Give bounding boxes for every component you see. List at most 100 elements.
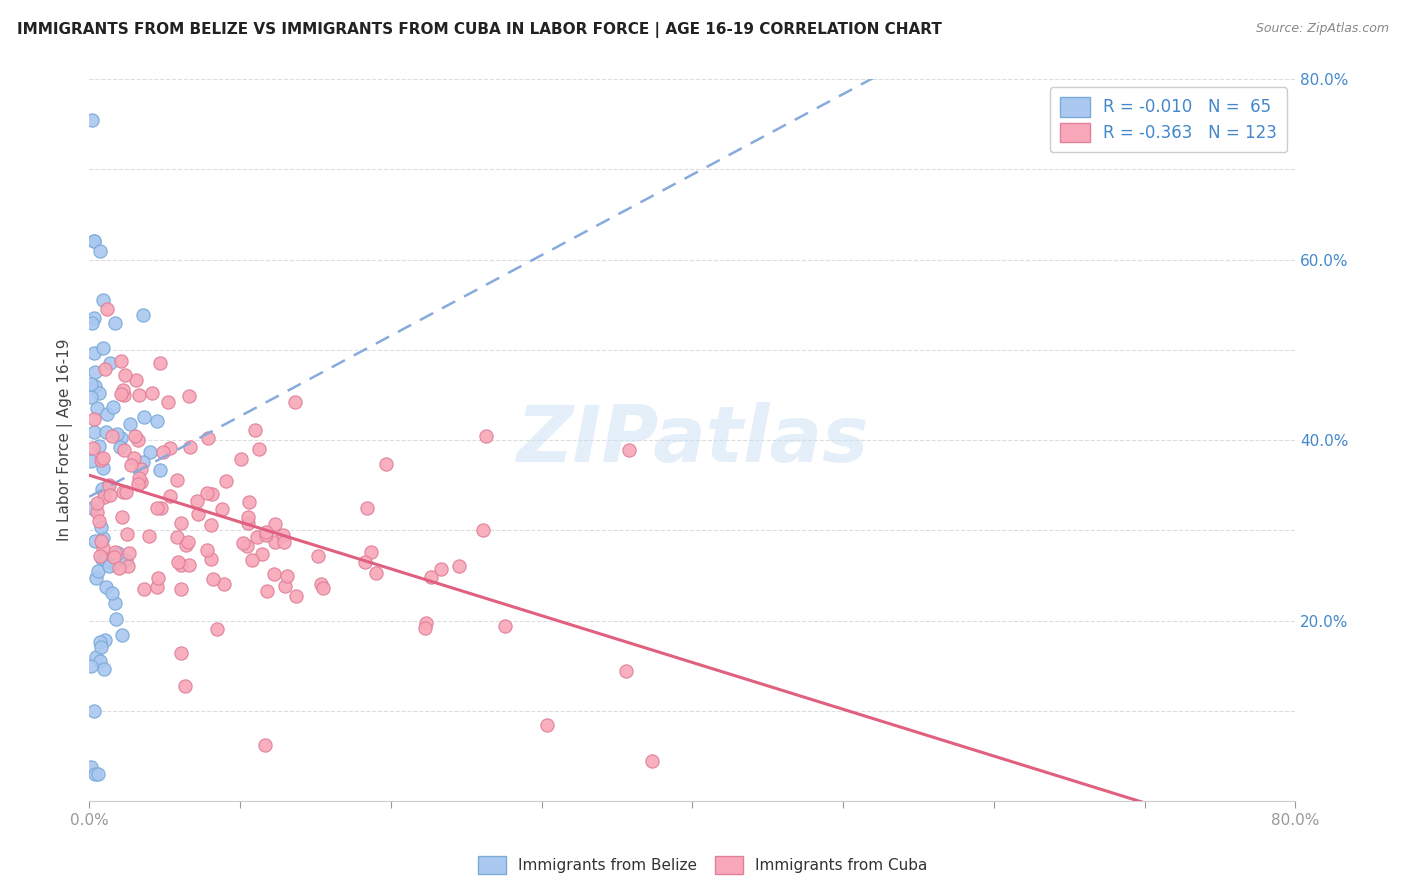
Point [138, 529, 160, 543]
Point [494, 619, 516, 633]
Point [104, 545, 127, 559]
Point [472, 524, 495, 538]
Point [86, 496, 108, 510]
Point [91, 341, 114, 355]
Point [245, 423, 267, 437]
Point [84, 365, 107, 379]
Point [614, 664, 637, 678]
Point [97, 479, 120, 493]
Point [83, 311, 105, 326]
Point [93, 551, 115, 566]
Point [94, 580, 117, 594]
Point [82, 442, 104, 456]
Point [207, 623, 229, 637]
Point [101, 429, 124, 443]
Point [285, 589, 308, 603]
Point [211, 501, 233, 516]
Point [429, 562, 451, 576]
Point [134, 582, 156, 596]
Point [115, 484, 138, 499]
Point [125, 373, 148, 387]
Point [366, 566, 388, 580]
Point [240, 553, 263, 567]
Point [105, 427, 128, 442]
Point [197, 486, 219, 500]
Point [617, 442, 640, 457]
Point [263, 535, 285, 549]
Legend: Immigrants from Belize, Immigrants from Cuba: Immigrants from Belize, Immigrants from … [472, 850, 934, 880]
Point [152, 445, 174, 459]
Point [413, 621, 436, 635]
Point [159, 489, 181, 503]
Point [132, 308, 155, 322]
Point [177, 535, 200, 549]
Point [159, 441, 181, 455]
Point [98, 558, 121, 573]
Point [111, 383, 134, 397]
Point [166, 473, 188, 487]
Point [375, 457, 398, 471]
Point [312, 581, 335, 595]
Point [146, 580, 169, 594]
Point [83, 345, 105, 359]
Point [146, 500, 169, 515]
Point [93, 662, 115, 676]
Point [96, 408, 118, 422]
Point [98, 355, 121, 369]
Point [103, 557, 125, 571]
Point [201, 572, 224, 586]
Point [93, 491, 115, 505]
Point [104, 596, 127, 610]
Point [179, 440, 201, 454]
Point [167, 556, 190, 570]
Point [89, 385, 111, 400]
Point [115, 553, 138, 567]
Point [111, 509, 134, 524]
Point [89, 654, 111, 668]
Point [110, 387, 132, 401]
Point [141, 386, 163, 401]
Point [166, 530, 188, 544]
Point [84, 379, 107, 393]
Legend: R = -0.010   N =  65, R = -0.363   N = 123: R = -0.010 N = 65, R = -0.363 N = 123 [1050, 87, 1286, 153]
Point [271, 528, 294, 542]
Point [169, 646, 191, 660]
Point [148, 463, 170, 477]
Point [83, 235, 105, 249]
Point [236, 539, 259, 553]
Point [640, 755, 662, 769]
Point [83, 425, 105, 440]
Point [80, 760, 103, 774]
Point [238, 495, 260, 509]
Point [120, 417, 142, 432]
Point [212, 576, 235, 591]
Text: Source: ZipAtlas.com: Source: ZipAtlas.com [1256, 22, 1389, 36]
Point [179, 388, 201, 402]
Point [353, 555, 375, 569]
Point [129, 461, 152, 475]
Point [90, 640, 112, 655]
Point [250, 547, 273, 561]
Point [201, 487, 224, 501]
Point [112, 387, 135, 401]
Point [273, 579, 295, 593]
Point [114, 368, 136, 382]
Point [138, 445, 160, 459]
Point [90, 520, 112, 534]
Point [103, 549, 125, 564]
Point [86, 564, 108, 578]
Point [132, 455, 155, 469]
Point [91, 450, 114, 465]
Point [112, 484, 135, 499]
Point [186, 494, 208, 508]
Point [117, 558, 139, 573]
Point [90, 482, 112, 496]
Point [309, 577, 332, 591]
Point [419, 569, 441, 583]
Point [276, 568, 298, 582]
Point [94, 554, 117, 568]
Point [86, 571, 108, 585]
Point [94, 362, 117, 376]
Point [474, 428, 496, 442]
Point [91, 541, 114, 555]
